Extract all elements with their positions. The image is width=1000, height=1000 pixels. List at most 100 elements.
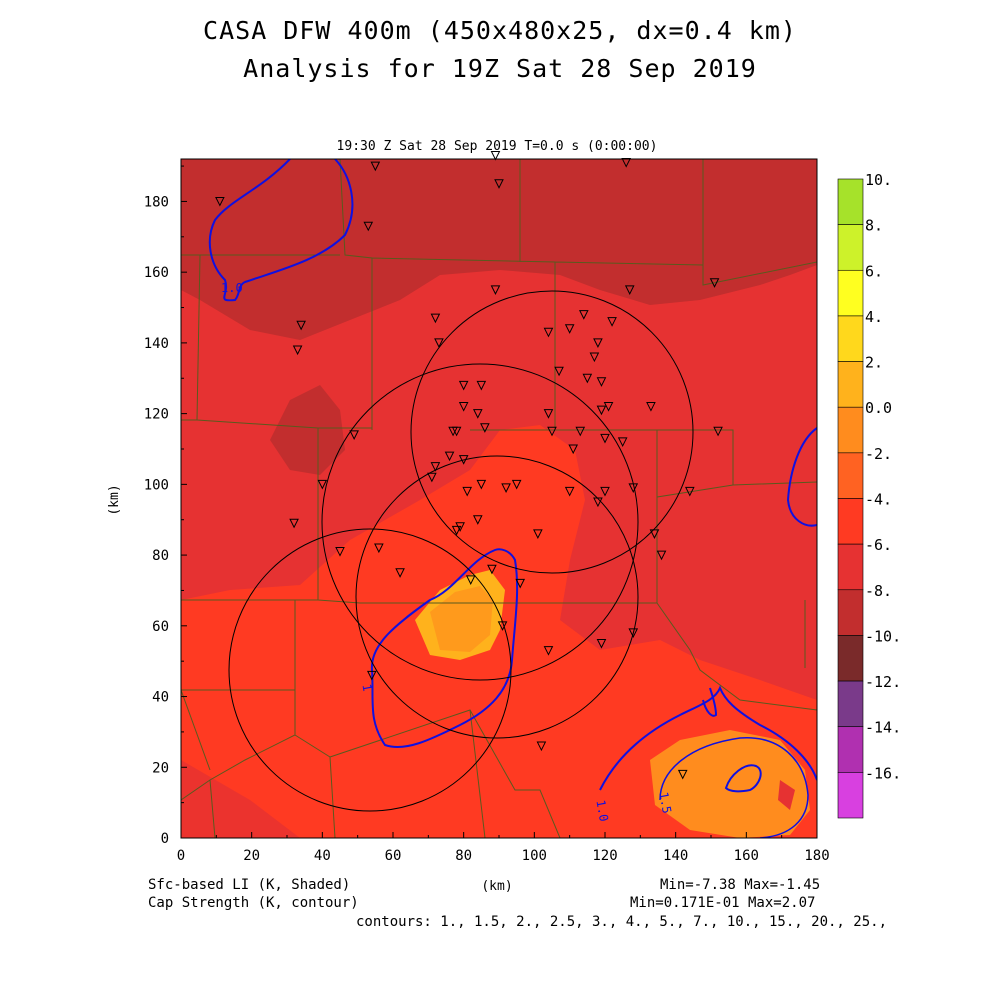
station-marker <box>317 479 328 490</box>
x-tick-label: 80 <box>455 848 472 864</box>
contour-label-group: 1.0 1.5 1.0 1 <box>221 281 674 823</box>
colorbar-label: -16. <box>865 764 901 782</box>
colorbar-swatch <box>837 361 864 408</box>
y-tick-label: 180 <box>144 194 169 210</box>
colorbar-label: -4. <box>865 491 892 509</box>
x-tick-label: 140 <box>663 848 688 864</box>
station-marker <box>607 317 617 327</box>
y-tick-label: 40 <box>152 690 169 706</box>
station-marker <box>543 409 554 419</box>
x-tick-label: 160 <box>734 848 759 864</box>
station-marker <box>296 320 306 331</box>
colorbar-label: 8. <box>865 217 883 235</box>
x-tick-label: 120 <box>592 848 617 864</box>
county-boundaries <box>181 159 817 838</box>
station-marker <box>564 486 575 497</box>
station-marker <box>593 338 603 349</box>
station-marker <box>628 628 639 639</box>
station-marker <box>487 564 497 575</box>
colorbar-label: 2. <box>865 354 883 372</box>
x-axis-label: (km) <box>481 879 512 894</box>
y-axis: 0 20 40 60 80 100 120 140 160 180 <box>144 165 187 847</box>
colorbar-label: 10. <box>865 171 892 189</box>
station-marker <box>497 621 508 631</box>
station-marker <box>596 405 607 416</box>
station-marker <box>465 575 476 585</box>
contour-label: 1 <box>359 683 374 693</box>
station-marker <box>427 472 437 483</box>
x-axis: 0 20 40 60 80 100 120 140 160 180 <box>177 832 830 864</box>
station-marker <box>646 402 656 412</box>
x-tick-label: 0 <box>177 848 185 864</box>
station-marker <box>451 426 462 437</box>
chart-subtitle: Analysis for 19Z Sat 28 Sep 2019 <box>243 54 757 83</box>
station-marker <box>656 550 667 561</box>
li-shaded-field <box>181 159 817 838</box>
station-marker <box>575 426 586 437</box>
station-marker <box>430 462 441 472</box>
colorbar-swatch <box>837 315 864 362</box>
station-marker <box>677 769 688 780</box>
colorbar: 10. 8. 6. 4. 2. 0.0 -2. -4. -6. -8. -10. -12. -14. -1… <box>837 171 901 819</box>
station-marker <box>501 483 511 494</box>
colorbar-label: 4. <box>865 308 883 326</box>
station-marker <box>649 529 660 539</box>
station-marker <box>458 402 469 412</box>
colorbar-label: -10. <box>865 627 901 645</box>
chart-title: CASA DFW 400m (450x480x25, dx=0.4 km) <box>203 16 797 45</box>
station-marker <box>434 338 444 349</box>
station-marker <box>472 515 483 525</box>
station-marker <box>684 486 695 497</box>
colorbar-swatch <box>837 589 864 636</box>
station-marker <box>582 373 593 384</box>
station-marker <box>515 578 526 589</box>
station-markers <box>215 150 723 780</box>
footer-shading-label: Sfc-based LI (K, Shaded) <box>148 877 351 893</box>
colorbar-swatch <box>837 498 864 545</box>
station-marker <box>476 479 487 490</box>
station-marker <box>593 497 603 508</box>
station-marker <box>458 455 469 465</box>
station-marker <box>600 486 610 497</box>
colorbar-label: 6. <box>865 262 883 280</box>
colorbar-swatch <box>837 224 864 271</box>
station-marker <box>533 529 543 539</box>
colorbar-swatch <box>837 452 864 499</box>
station-marker <box>395 568 405 578</box>
station-marker <box>617 437 628 448</box>
colorbar-label: -8. <box>865 582 892 600</box>
colorbar-swatch <box>837 543 864 591</box>
station-marker <box>430 313 441 324</box>
radar-range-rings <box>228 290 694 812</box>
contour-label: 1.0 <box>221 281 243 295</box>
y-tick-label: 140 <box>144 336 169 352</box>
footer-contour-levels: contours: 1., 1.5, 2., 2.5, 3., 4., 5., … <box>356 914 888 930</box>
station-marker <box>480 423 490 433</box>
x-tick-label: 100 <box>522 848 547 864</box>
y-axis-label: (km) <box>107 484 122 515</box>
station-marker <box>713 426 723 437</box>
colorbar-swatch <box>837 406 864 454</box>
station-marker <box>451 525 462 536</box>
station-marker <box>494 179 504 189</box>
y-tick-label: 60 <box>152 619 169 635</box>
contour-label: 1.0 <box>593 799 611 823</box>
colorbar-label: -6. <box>865 536 892 554</box>
colorbar-swatch <box>837 726 864 773</box>
station-marker <box>349 430 359 440</box>
station-marker <box>543 646 554 656</box>
station-marker <box>554 366 564 377</box>
station-marker <box>511 479 522 490</box>
colorbar-swatch <box>837 178 864 225</box>
station-marker <box>564 324 575 334</box>
station-marker <box>215 196 225 207</box>
station-marker <box>596 377 607 387</box>
station-marker <box>490 285 501 295</box>
station-marker <box>547 426 557 437</box>
x-tick-label: 60 <box>385 848 402 864</box>
colorbar-label: -2. <box>865 445 892 463</box>
station-marker <box>536 741 547 752</box>
x-tick-label: 20 <box>243 848 260 864</box>
footer-contour-label: Cap Strength (K, contour) <box>148 895 359 911</box>
